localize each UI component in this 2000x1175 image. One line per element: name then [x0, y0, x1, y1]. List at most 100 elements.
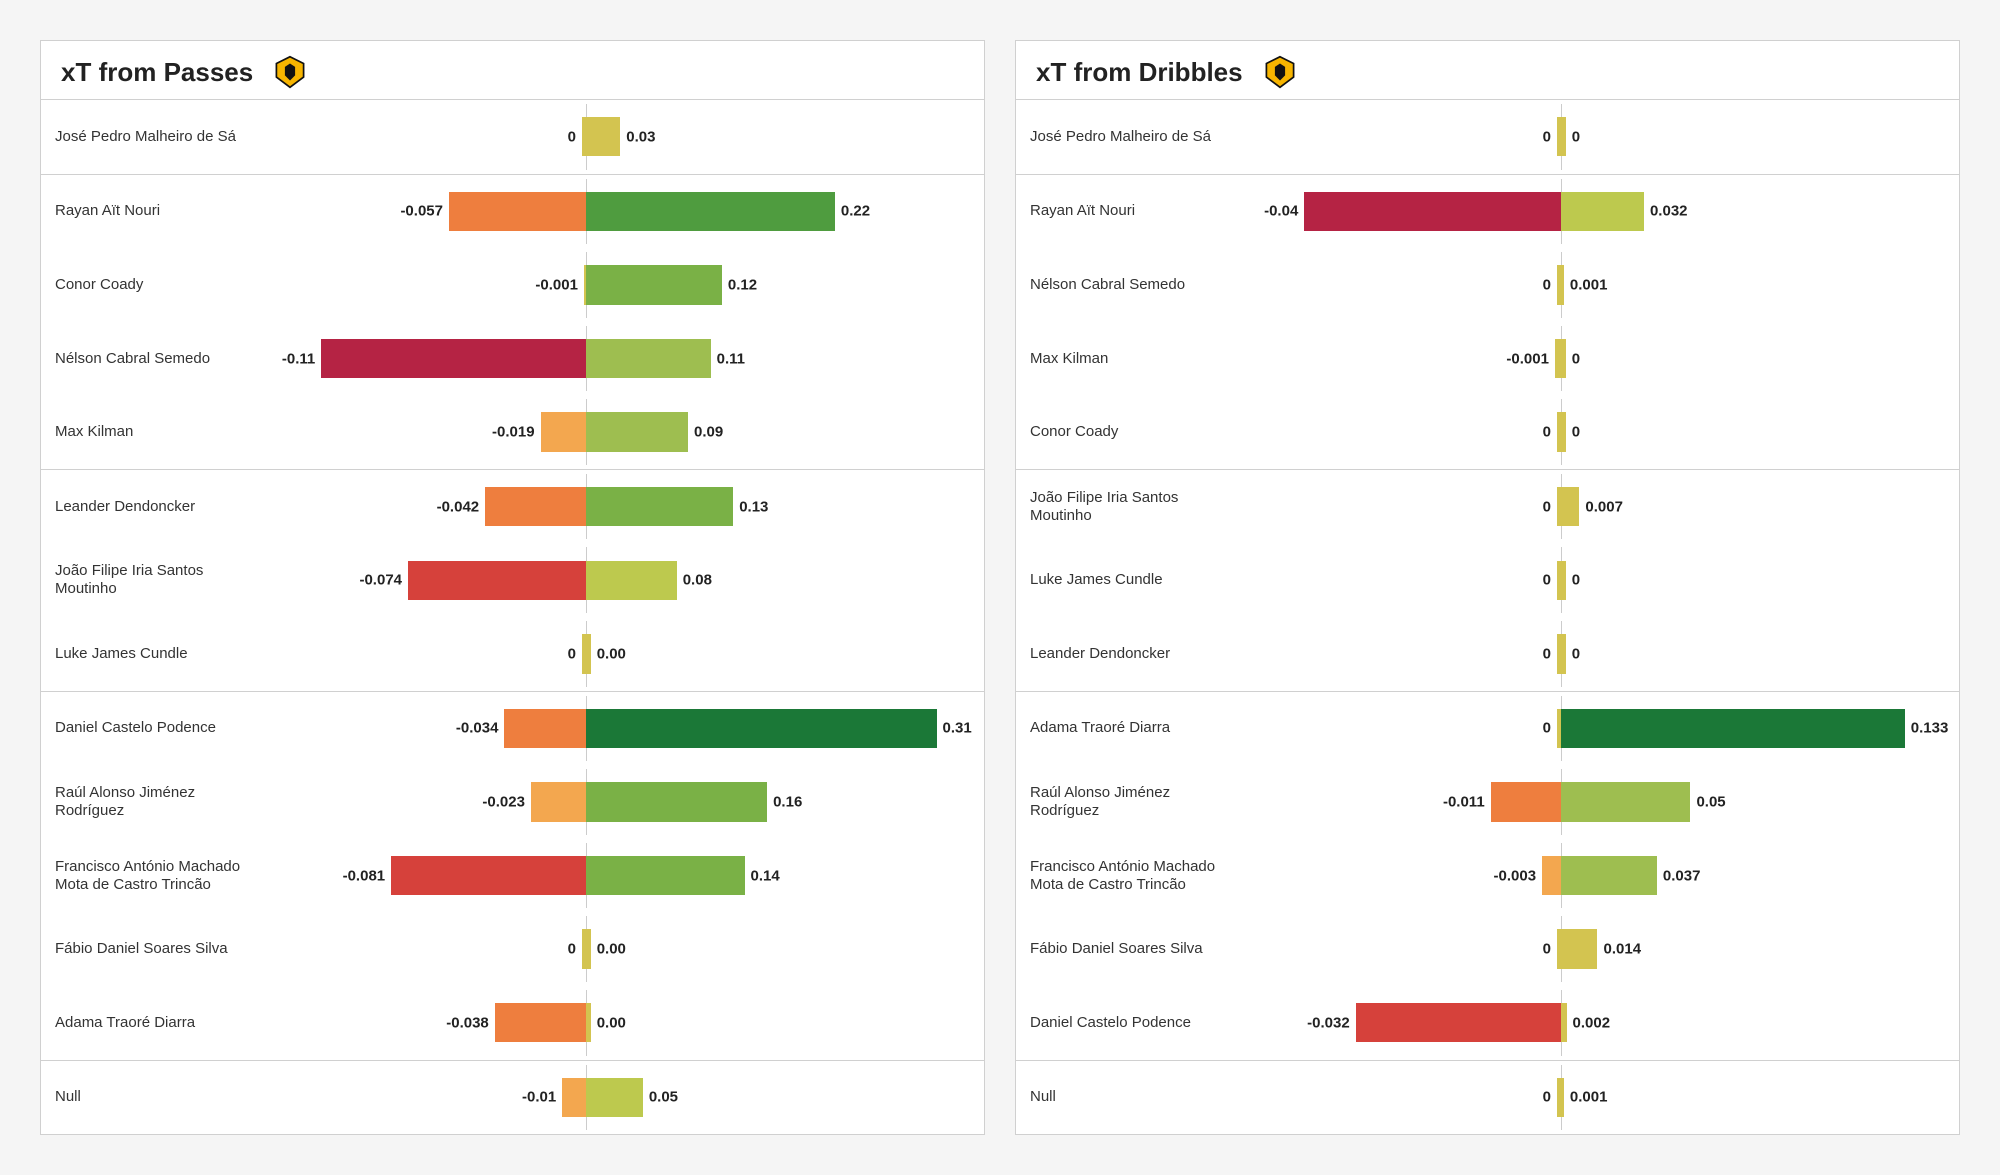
bar-zone: 00.001 — [1236, 252, 1959, 318]
pos-value: 0.032 — [1650, 203, 1688, 220]
neg-value: 0 — [568, 645, 576, 662]
player-row: Raúl Alonso Jiménez Rodríguez-0.0110.05 — [1016, 765, 1959, 839]
pos-value: 0.22 — [841, 203, 870, 220]
neg-value: -0.074 — [359, 572, 402, 589]
player-row: Leander Dendoncker-0.0420.13 — [41, 470, 984, 544]
pos-bar — [1561, 265, 1564, 304]
neg-bar — [495, 1003, 587, 1042]
neg-bar — [1491, 782, 1562, 821]
pos-value: 0.11 — [717, 350, 745, 367]
bar-zone: -0.0570.22 — [261, 179, 984, 245]
neg-bar — [408, 561, 586, 600]
panel-header: xT from Dribbles — [1016, 41, 1959, 100]
pos-bar — [586, 929, 590, 968]
neg-value: 0 — [1543, 645, 1551, 662]
player-row: Luke James Cundle00 — [1016, 543, 1959, 617]
bar-zone: 00.001 — [1236, 1065, 1959, 1131]
player-label: José Pedro Malheiro de Sá — [1016, 128, 1236, 146]
neg-value: 0 — [568, 941, 576, 958]
pos-bar — [1561, 782, 1690, 821]
neg-value: -0.042 — [437, 498, 480, 515]
player-label: Max Kilman — [41, 423, 261, 441]
pos-bar — [586, 561, 676, 600]
player-label: Leander Dendoncker — [1016, 645, 1236, 663]
bar-zone: -0.010.05 — [261, 1065, 984, 1131]
neg-value: -0.011 — [1443, 793, 1485, 810]
player-row: Daniel Castelo Podence-0.0320.002 — [1016, 986, 1959, 1061]
neg-value: 0 — [1543, 424, 1551, 441]
neg-bar — [1542, 856, 1561, 895]
neg-value: 0 — [1543, 572, 1551, 589]
bar-zone: -0.0420.13 — [261, 474, 984, 540]
bar-zone: -0.110.11 — [261, 326, 984, 392]
neg-bar — [1304, 192, 1561, 231]
bar-zone: -0.0010.12 — [261, 252, 984, 318]
bar-zone: 00.014 — [1236, 916, 1959, 982]
pos-value: 0 — [1572, 350, 1580, 367]
neg-value: -0.019 — [492, 424, 535, 441]
bar-zone: 00.007 — [1236, 474, 1959, 540]
player-label: João Filipe Iria Santos Moutinho — [41, 562, 261, 598]
bar-zone: -0.0230.16 — [261, 769, 984, 835]
pos-bar — [1561, 709, 1904, 748]
pos-bar — [1561, 412, 1565, 451]
bar-zone: -0.074 0.08 — [261, 547, 984, 613]
player-label: Raúl Alonso Jiménez Rodríguez — [1016, 784, 1236, 820]
pos-value: 0.00 — [597, 941, 626, 958]
pos-value: 0.31 — [943, 720, 972, 737]
bar-zone: -0.040.032 — [1236, 179, 1959, 245]
player-label: Fábio Daniel Soares Silva — [1016, 940, 1236, 958]
player-label: Nélson Cabral Semedo — [1016, 276, 1236, 294]
neg-bar — [531, 782, 586, 821]
pos-value: 0.00 — [597, 645, 626, 662]
player-label: Null — [41, 1088, 261, 1106]
pos-value: 0.08 — [683, 572, 712, 589]
neg-bar — [1356, 1003, 1562, 1042]
pos-value: 0 — [1572, 128, 1580, 145]
rows: José Pedro Malheiro de Sá00.03Rayan Aït … — [41, 100, 984, 1134]
player-label: Adama Traoré Diarra — [1016, 719, 1236, 737]
pos-bar — [1561, 1003, 1566, 1042]
pos-bar — [586, 339, 710, 378]
bar-zone: 00.00 — [261, 916, 984, 982]
bar-zone: -0.0380.00 — [261, 990, 984, 1056]
pos-value: 0.00 — [597, 1014, 626, 1031]
player-label: Leander Dendoncker — [41, 498, 261, 516]
pos-value: 0.001 — [1570, 1089, 1608, 1106]
pos-bar — [586, 192, 835, 231]
neg-bar — [449, 192, 586, 231]
bar-zone: -0.019 0.09 — [261, 399, 984, 465]
player-row: Conor Coady-0.0010.12 — [41, 248, 984, 322]
pos-bar — [1561, 856, 1657, 895]
neg-value: 0 — [1543, 128, 1551, 145]
player-label: José Pedro Malheiro de Sá — [41, 128, 261, 146]
neg-value: -0.001 — [535, 276, 578, 293]
player-row: Francisco António Machado Mota de Castro… — [41, 839, 984, 913]
neg-value: 0 — [1543, 498, 1551, 515]
player-row: Max Kilman -0.019 0.09 — [41, 395, 984, 470]
player-row: José Pedro Malheiro de Sá 0 0 — [1016, 100, 1959, 175]
neg-bar — [485, 487, 586, 526]
bar-zone: -0.0320.002 — [1236, 990, 1959, 1056]
panel-header: xT from Passes — [41, 41, 984, 100]
pos-value: 0.09 — [694, 424, 723, 441]
player-label: Conor Coady — [41, 276, 261, 294]
player-label: Luke James Cundle — [41, 645, 261, 663]
player-row: Luke James Cundle 0 0.00 — [41, 617, 984, 692]
player-row: Conor Coady00 — [1016, 395, 1959, 470]
pos-bar — [586, 1003, 590, 1042]
player-row: Null00.001 — [1016, 1061, 1959, 1135]
player-label: Luke James Cundle — [1016, 571, 1236, 589]
pos-bar — [586, 634, 590, 673]
neg-value: -0.003 — [1494, 867, 1537, 884]
neg-value: -0.001 — [1506, 350, 1549, 367]
pos-value: 0.037 — [1663, 867, 1701, 884]
player-row: Fábio Daniel Soares Silva00.00 — [41, 912, 984, 986]
pos-value: 0.05 — [649, 1089, 678, 1106]
neg-value: 0 — [1543, 276, 1551, 293]
player-label: Max Kilman — [1016, 350, 1236, 368]
pos-bar — [586, 117, 620, 156]
player-row: Adama Traoré Diarra-0.0380.00 — [41, 986, 984, 1061]
pos-bar — [1561, 929, 1597, 968]
bar-zone: -0.0340.31 — [261, 696, 984, 762]
